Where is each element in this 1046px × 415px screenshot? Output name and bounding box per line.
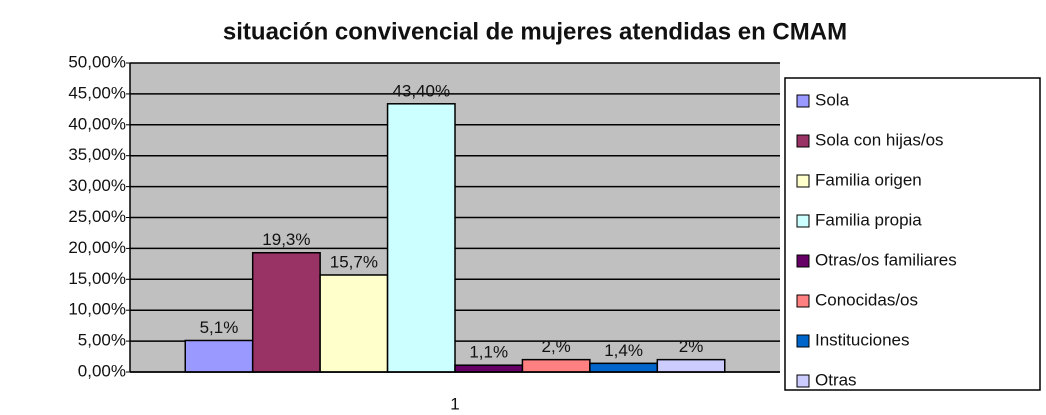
- bar: [589, 362, 659, 373]
- y-tick-label: 0,00%: [78, 361, 126, 380]
- legend-swatch: [796, 294, 810, 308]
- chart-title: situación convivencial de mujeres atendi…: [223, 18, 847, 45]
- bar: [251, 251, 321, 373]
- bar: [656, 358, 726, 373]
- legend-label: Familia origen: [815, 170, 922, 189]
- y-tick-label: 35,00%: [68, 145, 126, 164]
- bar: [184, 339, 254, 373]
- legend-label: Familia propia: [815, 210, 922, 229]
- y-tick-label: 15,00%: [68, 269, 126, 288]
- legend-label: Otras/os familiares: [815, 250, 957, 269]
- value-label: 2,%: [542, 337, 571, 356]
- value-label: 5,1%: [200, 318, 239, 337]
- legend-swatch: [796, 214, 810, 228]
- bar: [521, 358, 591, 373]
- legend-label: Instituciones: [815, 330, 910, 349]
- bar: [454, 364, 524, 373]
- y-tick-label: 10,00%: [68, 300, 126, 319]
- y-tick-label: 5,00%: [78, 331, 126, 350]
- bar: [319, 274, 389, 373]
- legend-swatch: [796, 94, 810, 108]
- y-tick-label: 20,00%: [68, 238, 126, 257]
- value-label: 15,7%: [330, 252, 378, 271]
- legend-swatch: [796, 334, 810, 348]
- value-label: 2%: [679, 337, 704, 356]
- value-label: 1,4%: [604, 341, 643, 360]
- y-tick-label: 40,00%: [68, 114, 126, 133]
- legend-box: [784, 77, 1041, 391]
- value-label: 19,3%: [262, 230, 310, 249]
- bar: [386, 103, 456, 373]
- value-label: 1,1%: [469, 343, 508, 362]
- y-tick-label: 30,00%: [68, 176, 126, 195]
- legend-swatch: [796, 174, 810, 188]
- legend-label: Sola: [815, 90, 850, 109]
- legend-swatch: [796, 254, 810, 268]
- legend-swatch: [796, 134, 810, 148]
- value-label: 43,40%: [392, 81, 450, 100]
- legend-swatch: [796, 374, 810, 388]
- legend-label: Conocidas/os: [815, 290, 918, 309]
- legend-label: Otras: [815, 370, 857, 389]
- y-tick-label: 45,00%: [68, 83, 126, 102]
- y-tick-label: 50,00%: [68, 52, 126, 71]
- y-tick-label: 25,00%: [68, 207, 126, 226]
- legend-label: Sola con hijas/os: [815, 130, 944, 149]
- x-tick-label: 1: [450, 394, 459, 413]
